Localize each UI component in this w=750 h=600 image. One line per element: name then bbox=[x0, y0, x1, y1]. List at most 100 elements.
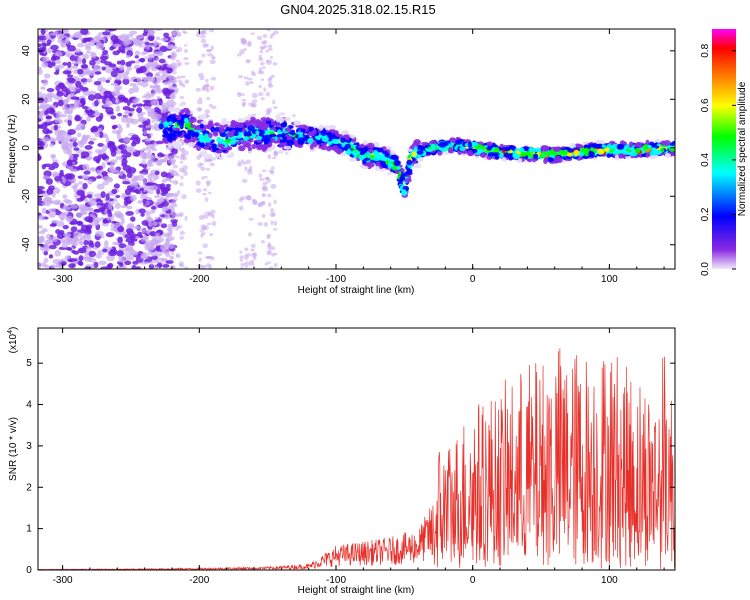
spec-ridge-point bbox=[199, 123, 204, 129]
colorbar: 0.0 0.2 0.4 0.6 0.8 Normalized spectral ampl… bbox=[700, 29, 748, 276]
spec-band-point bbox=[169, 216, 175, 221]
spec-noise-point bbox=[64, 255, 71, 260]
spec-band-point bbox=[147, 240, 151, 244]
spec-noise-point bbox=[150, 206, 157, 210]
spec-ridge-point bbox=[173, 130, 181, 135]
spec-band-point bbox=[267, 245, 271, 251]
spectrogram-frame bbox=[37, 28, 676, 270]
spec-band-point bbox=[204, 158, 209, 163]
spec-noise-point bbox=[46, 39, 52, 45]
spec-ridge-point bbox=[480, 145, 487, 150]
spec-band-point bbox=[171, 70, 177, 75]
spec-ridge-point bbox=[503, 152, 509, 158]
spec-band-point bbox=[261, 185, 267, 191]
spec-noise-point bbox=[106, 216, 112, 221]
spec-noise-point bbox=[121, 72, 129, 78]
spec-noise-point bbox=[169, 255, 174, 260]
spec-band-point bbox=[144, 56, 148, 60]
spectrogram-x-ticks: -300 -200 -100 0 100 bbox=[53, 29, 665, 285]
spec-band-point bbox=[257, 70, 262, 75]
spec-band-point bbox=[196, 264, 203, 268]
spec-noise-point bbox=[126, 205, 133, 210]
spec-band-point bbox=[146, 91, 150, 97]
spec-ridge-point bbox=[184, 117, 189, 124]
spec-noise-point bbox=[53, 124, 59, 131]
spec-band-point bbox=[211, 213, 215, 219]
spec-ridge-point bbox=[389, 154, 398, 160]
spec-band-point bbox=[150, 211, 155, 214]
spec-noise-point bbox=[77, 42, 85, 48]
snr-multiplier-text: (x10 bbox=[8, 333, 19, 353]
spec-ridge-point bbox=[393, 160, 400, 167]
spec-ridge-point bbox=[270, 122, 279, 126]
spec-noise-point bbox=[120, 192, 126, 199]
spec-noise-point bbox=[135, 190, 142, 195]
spec-band-point bbox=[183, 56, 189, 61]
spec-noise-point bbox=[63, 237, 72, 244]
spec-noise-point bbox=[51, 192, 56, 198]
spec-noise-point bbox=[115, 149, 123, 155]
spec-noise-point bbox=[134, 50, 141, 56]
spec-ridge-point bbox=[211, 157, 217, 161]
spec-band-point bbox=[244, 261, 251, 266]
spec-band-point bbox=[209, 209, 216, 214]
spec-noise-point bbox=[123, 199, 129, 207]
spec-ridge-point bbox=[448, 147, 453, 153]
spec-noise-point bbox=[70, 168, 78, 173]
spec-band-point bbox=[248, 102, 254, 107]
spec-band-point bbox=[211, 105, 217, 110]
spec-ridge-point bbox=[343, 146, 349, 151]
spec-noise-point bbox=[157, 50, 164, 57]
spec-ridge-point bbox=[404, 178, 412, 183]
spec-band-point bbox=[154, 232, 161, 236]
spec-noise-point bbox=[45, 118, 51, 123]
spec-ridge-point bbox=[545, 151, 552, 156]
spec-band-point bbox=[178, 261, 185, 267]
spec-noise-point bbox=[38, 186, 45, 190]
spec-band-point bbox=[173, 87, 180, 93]
snr-xtick-label-3: 0 bbox=[470, 575, 476, 586]
spec-band-point bbox=[153, 81, 158, 85]
spec-band-point bbox=[251, 198, 256, 203]
spec-noise-point bbox=[144, 182, 152, 186]
spec-noise-point bbox=[166, 99, 175, 105]
spec-noise-point bbox=[71, 61, 79, 65]
spec-band-point bbox=[172, 76, 177, 80]
spec-noise-point bbox=[170, 147, 178, 155]
spec-ridge-point bbox=[517, 158, 523, 164]
spec-noise-point bbox=[124, 255, 131, 261]
spec-noise-point bbox=[134, 60, 141, 64]
spec-noise-point bbox=[122, 181, 131, 185]
spec-ridge-point bbox=[443, 151, 449, 156]
spec-band-point bbox=[270, 183, 277, 189]
snr-x-ticks: -300 -200 -100 0 100 bbox=[53, 328, 665, 586]
spec-noise-point bbox=[41, 193, 50, 197]
spec-band-point bbox=[237, 160, 242, 166]
spec-band-point bbox=[244, 247, 249, 252]
spec-ridge-point bbox=[512, 153, 521, 160]
spec-ridge-point bbox=[358, 156, 365, 160]
spec-ridge-point bbox=[358, 144, 366, 149]
spec-band-point bbox=[176, 190, 181, 195]
spec-band-point bbox=[149, 144, 156, 150]
spec-noise-point bbox=[38, 214, 45, 221]
spec-noise-point bbox=[63, 133, 72, 141]
spec-ridge-point bbox=[239, 117, 245, 124]
spec-band-point bbox=[140, 255, 147, 259]
spec-noise-point bbox=[40, 93, 47, 100]
spec-noise-point bbox=[135, 266, 141, 269]
spec-noise-point bbox=[52, 159, 59, 163]
spec-band-point bbox=[247, 169, 253, 175]
spec-noise-point bbox=[95, 230, 104, 237]
spec-ridge-point bbox=[178, 111, 183, 116]
spec-band-point bbox=[273, 106, 278, 110]
spec-ridge-point bbox=[307, 137, 314, 144]
spec-ridge-point bbox=[219, 156, 224, 161]
spec-noise-point bbox=[118, 243, 127, 249]
spec-ridge-point bbox=[203, 155, 211, 160]
spec-band-point bbox=[248, 217, 254, 221]
spec-ridge-point bbox=[199, 137, 205, 143]
spec-noise-point bbox=[104, 240, 109, 248]
spec-band-point bbox=[240, 262, 246, 267]
spec-ridge-point bbox=[297, 131, 304, 136]
